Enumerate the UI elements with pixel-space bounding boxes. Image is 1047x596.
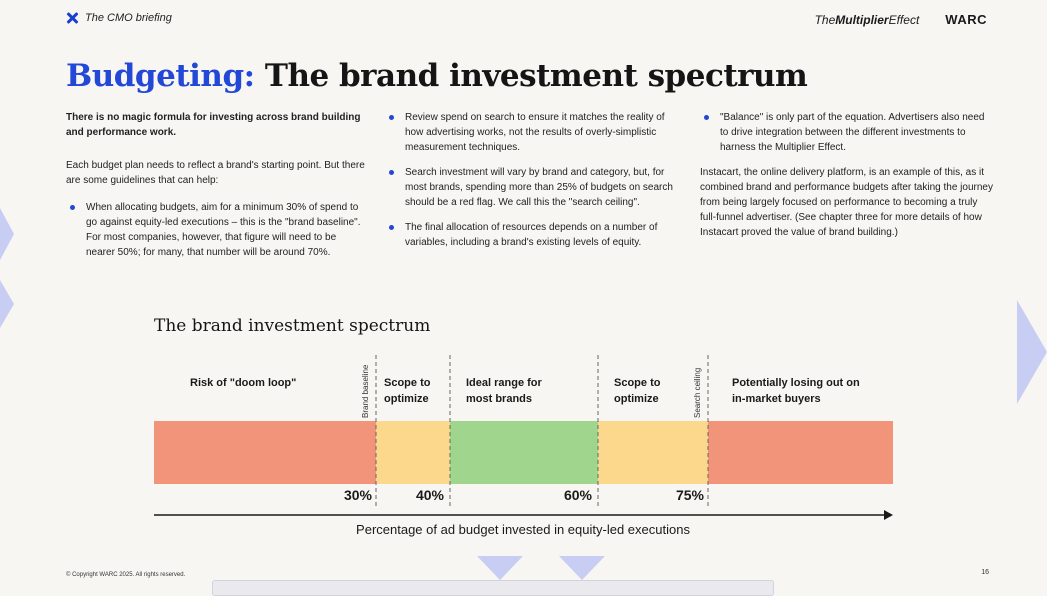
spectrum-segment (708, 421, 893, 484)
warc-logo: WARC (945, 12, 987, 27)
segment-label: Scope to optimize (384, 377, 431, 405)
page-title: Budgeting: The brand investment spectrum (66, 58, 808, 94)
segment-label: Risk of "doom loop" (190, 377, 296, 389)
segment-label: Ideal range for most brands (466, 377, 543, 405)
tick-label: 75% (676, 487, 705, 503)
bullet-list: Review spend on search to ensure it matc… (385, 110, 675, 250)
instacart-paragraph: Instacart, the online delivery platform,… (700, 167, 993, 238)
list-item: Search investment will vary by brand and… (385, 165, 675, 210)
bullet-list: "Balance" is only part of the equation. … (700, 110, 995, 155)
segment-label: Potentially losing out on in-market buyer… (732, 377, 860, 405)
list-item: "Balance" is only part of the equation. … (700, 110, 995, 155)
page-number: 16 (981, 569, 989, 576)
tick-label: 30% (344, 487, 373, 503)
partner-logos: TheMultiplierEffect WARC (815, 12, 987, 27)
bullet-list: When allocating budgets, aim for a minim… (66, 200, 366, 260)
tick-label: 40% (416, 487, 445, 503)
title-rest: The brand investment spectrum (264, 58, 808, 94)
x-axis-label: Percentage of ad budget invested in equi… (356, 522, 690, 537)
prev-section-arrow-icon[interactable] (0, 280, 14, 328)
header: The CMO briefing TheMultiplierEffect WAR… (66, 12, 987, 32)
axis-arrow-icon (884, 510, 893, 520)
segment-label: Scope to optimize (614, 377, 661, 405)
intro-paragraph: Each budget plan needs to reflect a bran… (66, 160, 365, 186)
spectrum-segment (376, 421, 450, 484)
title-accent: Budgeting: (66, 58, 255, 94)
spectrum-segment (598, 421, 708, 484)
spectrum-segment (450, 421, 598, 484)
next-slide-arrow-icon[interactable] (1017, 300, 1047, 404)
scroll-down-arrow-icon[interactable] (477, 556, 523, 580)
list-item: When allocating budgets, aim for a minim… (66, 200, 366, 260)
viewer-toolbar[interactable] (212, 580, 774, 596)
list-item: Review spend on search to ensure it matc… (385, 110, 675, 155)
marker-label: Brand baseline (361, 364, 370, 418)
spectrum-segment (154, 421, 376, 484)
multiplier-effect-logo: TheMultiplierEffect (814, 12, 920, 27)
briefing-label: The CMO briefing (85, 12, 172, 24)
text-column-1: There is no magic formula for investing … (66, 110, 366, 270)
marker-label: Search ceiling (693, 368, 702, 418)
tick-label: 60% (564, 487, 593, 503)
list-item: The final allocation of resources depend… (385, 220, 675, 250)
prev-slide-arrow-icon[interactable] (0, 208, 14, 260)
text-column-2: Review spend on search to ensure it matc… (385, 110, 675, 260)
text-column-3: "Balance" is only part of the equation. … (700, 110, 995, 252)
copyright: © Copyright WARC 2025. All rights reserv… (66, 572, 186, 578)
brandmark: The CMO briefing (66, 12, 172, 24)
scroll-down-arrow-icon[interactable] (559, 556, 605, 580)
lead-paragraph: There is no magic formula for investing … (66, 112, 361, 138)
chart-title: The brand investment spectrum (154, 316, 431, 336)
